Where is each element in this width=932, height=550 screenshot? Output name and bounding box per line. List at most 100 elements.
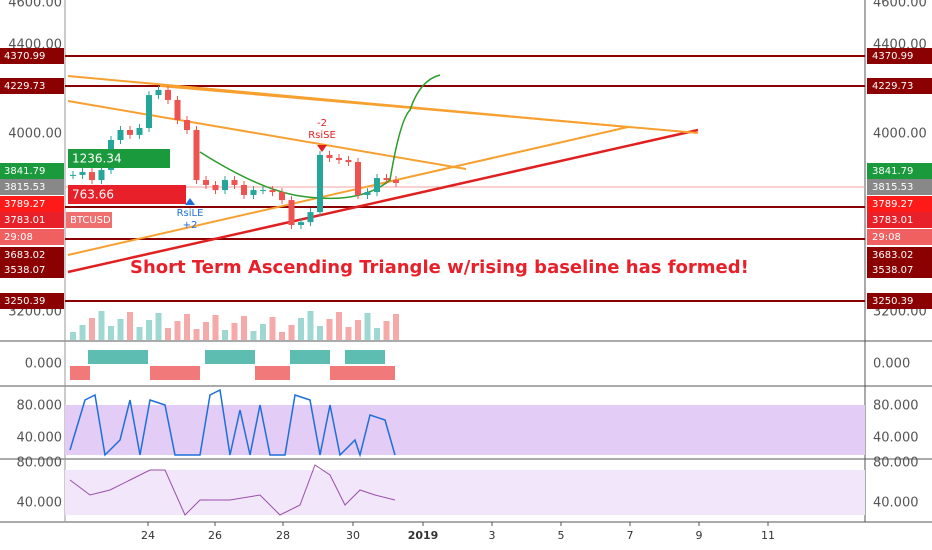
volume-bar — [317, 326, 323, 340]
x-tick-label: 26 — [208, 529, 222, 542]
long-label: RsiLE — [177, 208, 204, 219]
candle — [155, 89, 162, 96]
volume-bar — [98, 311, 105, 340]
x-tick-label: 7 — [627, 529, 634, 542]
sell-value: 763.66 — [72, 188, 114, 202]
x-tick-label: 5 — [558, 529, 565, 542]
candle — [383, 178, 390, 181]
volume-bar — [136, 327, 143, 340]
price-tag-label: 29:08 — [872, 232, 901, 243]
candle — [222, 180, 228, 191]
price-tag — [0, 212, 64, 228]
stoch-band — [65, 388, 865, 516]
pane-tick-label: 0.000 — [873, 357, 910, 372]
x-tick-label: 3 — [489, 529, 496, 542]
annotation: Short Term Ascending Triangle w/rising b… — [130, 257, 749, 278]
candle — [212, 184, 219, 191]
pane-tick-label: 80.000 — [17, 456, 63, 471]
left-tick-label: 4000.00 — [8, 127, 62, 142]
volume-bar — [307, 311, 314, 340]
volume-bar — [269, 317, 276, 340]
candle — [117, 129, 124, 141]
volume-bar — [193, 329, 200, 340]
price-tag — [0, 179, 64, 195]
pane-tick-label: 40.000 — [17, 496, 63, 511]
candle — [127, 129, 133, 135]
price-tag — [867, 212, 932, 228]
volume-bar — [231, 323, 238, 340]
price-tag-label: 3789.27 — [4, 199, 45, 210]
price-tag — [0, 196, 64, 212]
volume-bar — [364, 313, 371, 340]
candle — [241, 184, 247, 195]
candle — [374, 178, 380, 193]
candle — [165, 89, 171, 100]
volume-bar — [165, 328, 171, 340]
pane-tick-label: 80.000 — [873, 399, 919, 414]
price-tag — [0, 48, 64, 64]
pane-tick-label: 40.000 — [17, 431, 63, 446]
price-tag — [0, 262, 64, 278]
candle — [89, 172, 95, 181]
candle — [355, 162, 361, 195]
trendlines — [67, 74, 699, 274]
price-tag — [867, 262, 932, 278]
candle — [203, 180, 209, 185]
candle — [393, 180, 399, 183]
short-label: RsiSE — [308, 130, 336, 141]
buy-box[interactable] — [68, 149, 170, 168]
x-tick-label: 24 — [141, 529, 155, 542]
volume-bar — [184, 314, 190, 340]
volume-bar — [212, 315, 219, 340]
volume-bar — [288, 325, 295, 340]
candles — [70, 85, 399, 340]
candle — [184, 119, 190, 130]
candle — [260, 190, 266, 192]
pane-tick-label: 40.000 — [873, 496, 919, 511]
candle — [193, 129, 200, 181]
long-count: +2 — [183, 220, 198, 231]
price-tag — [867, 229, 932, 245]
candle — [98, 170, 105, 181]
short-count: -2 — [317, 118, 327, 129]
level-lines — [65, 55, 865, 302]
symbol: BTCUSD — [70, 215, 111, 226]
buy-value: 1236.34 — [72, 152, 122, 166]
candle — [269, 190, 276, 193]
short-arrow — [317, 145, 327, 152]
price-tag — [867, 179, 932, 195]
x-tick-label: 9 — [696, 529, 703, 542]
price-tag — [0, 293, 64, 309]
volume-bar — [345, 327, 352, 340]
price-tag-label: 3783.01 — [4, 215, 45, 226]
volume-bar — [298, 318, 304, 340]
candle — [250, 190, 257, 195]
price-tag-label: 29:08 — [4, 232, 33, 243]
volume-bar — [70, 332, 76, 340]
x-tick-label: 2019 — [408, 529, 439, 542]
price-tag — [867, 163, 932, 179]
volume-bar — [326, 319, 333, 340]
volume-bar — [155, 313, 162, 340]
candle — [307, 212, 314, 223]
sell-box[interactable] — [68, 185, 186, 204]
price-tag — [0, 163, 64, 179]
x-tick-label: 11 — [761, 529, 775, 542]
price-tag — [867, 293, 932, 309]
long-arrow — [185, 198, 195, 205]
price-tag-label: 3841.79 — [872, 166, 913, 177]
price-tag-label: 4229.73 — [872, 81, 913, 92]
pane-tick-label: 80.000 — [873, 456, 919, 471]
volume-bar — [250, 331, 257, 340]
candle — [136, 127, 143, 135]
right-tick-label: 4000.00 — [873, 127, 927, 142]
price-tag-label: 3683.02 — [872, 250, 913, 261]
price-tag-label: 3783.01 — [872, 215, 913, 226]
pane-tick-label: 80.000 — [17, 399, 63, 414]
volume-bar — [127, 312, 133, 340]
price-tag-label: 3250.39 — [872, 296, 913, 307]
price-tag — [0, 78, 64, 94]
left-tick-label: 4600.00 — [8, 0, 62, 11]
volume-bar — [79, 325, 86, 340]
